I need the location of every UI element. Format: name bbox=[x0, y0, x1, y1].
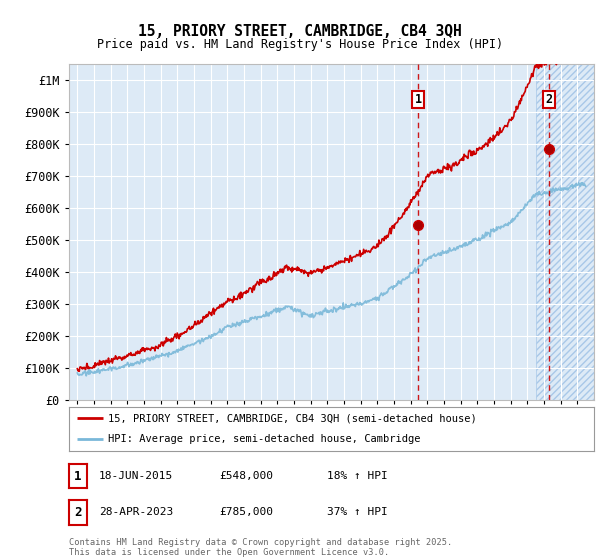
Text: 15, PRIORY STREET, CAMBRIDGE, CB4 3QH: 15, PRIORY STREET, CAMBRIDGE, CB4 3QH bbox=[138, 24, 462, 39]
Text: 18% ↑ HPI: 18% ↑ HPI bbox=[327, 471, 388, 481]
Text: 37% ↑ HPI: 37% ↑ HPI bbox=[327, 507, 388, 517]
Text: 28-APR-2023: 28-APR-2023 bbox=[99, 507, 173, 517]
Bar bbox=[536, 64, 594, 400]
Text: 2: 2 bbox=[74, 506, 82, 519]
Text: 1: 1 bbox=[74, 469, 82, 483]
Text: 2: 2 bbox=[546, 93, 553, 106]
Text: 15, PRIORY STREET, CAMBRIDGE, CB4 3QH (semi-detached house): 15, PRIORY STREET, CAMBRIDGE, CB4 3QH (s… bbox=[109, 413, 477, 423]
Text: £785,000: £785,000 bbox=[219, 507, 273, 517]
Text: £548,000: £548,000 bbox=[219, 471, 273, 481]
Text: 1: 1 bbox=[415, 93, 422, 106]
Text: 18-JUN-2015: 18-JUN-2015 bbox=[99, 471, 173, 481]
Text: HPI: Average price, semi-detached house, Cambridge: HPI: Average price, semi-detached house,… bbox=[109, 433, 421, 444]
Text: Price paid vs. HM Land Registry's House Price Index (HPI): Price paid vs. HM Land Registry's House … bbox=[97, 38, 503, 51]
Text: Contains HM Land Registry data © Crown copyright and database right 2025.
This d: Contains HM Land Registry data © Crown c… bbox=[69, 538, 452, 557]
